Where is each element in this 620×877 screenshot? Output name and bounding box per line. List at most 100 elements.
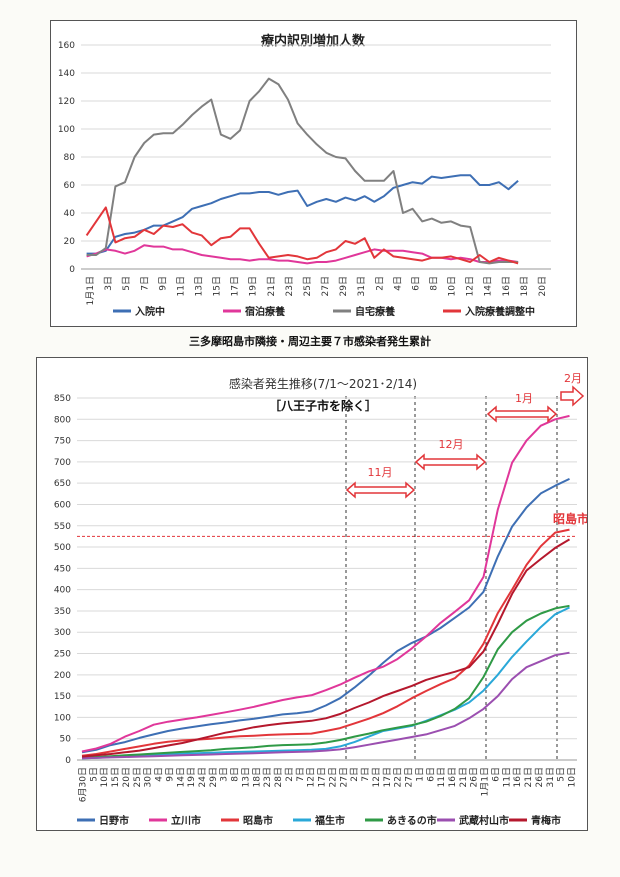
bottom-xtick-label: 6日	[425, 767, 436, 782]
bottom-xtick-label: 17日	[382, 767, 393, 787]
top-xtick-label: 20日	[537, 276, 548, 296]
bottom-legend-label: 日野市	[99, 814, 129, 827]
arrow-nov-shape	[345, 481, 416, 499]
bottom-ytick-label: 0	[65, 756, 71, 766]
bottom-xtick-label: 2日	[284, 767, 295, 782]
bottom-xtick-label: 9日	[164, 767, 175, 782]
month-label-dec: 12月	[439, 438, 464, 451]
bottom-ytick-label: 200	[54, 671, 71, 681]
bottom-ytick-label: 650	[54, 479, 71, 489]
bottom-ytick-label: 300	[54, 628, 71, 638]
bottom-xtick-label: 7日	[295, 767, 306, 782]
top-xtick-label: 15日	[212, 276, 223, 296]
top-ytick-label: 100	[58, 125, 75, 135]
top-ytick-label: 0	[69, 265, 75, 275]
month-label-feb: 2月	[564, 372, 582, 385]
top-ytick-label: 80	[64, 153, 76, 163]
bottom-ytick-label: 750	[54, 437, 71, 447]
top-series-line-4	[85, 206, 519, 265]
bottom-xtick-label: 10日	[567, 767, 578, 787]
top-ytick-label: 40	[64, 209, 76, 219]
arrow-nov	[345, 481, 416, 499]
chart-top: 療内訳別増加人数 0 20 40 60 80 100 120 140 160 1月1日 3日 5日 7日 9…	[58, 33, 551, 318]
caption: 三多摩昭島市隣接・周辺主要７市感染者発生累計	[189, 335, 431, 348]
bottom-ytick-label: 350	[54, 607, 71, 617]
bottom-xtick-label: 21日	[523, 767, 534, 787]
top-legend-label: 宿泊療養	[245, 305, 285, 318]
bottom-xtick-label: 6日	[490, 767, 501, 782]
bottom-xtick-label: 27日	[338, 767, 349, 787]
bottom-legend-label: あきるの市	[387, 814, 437, 827]
bottom-xtick-label: 7日	[360, 767, 371, 782]
bottom-xtick-label: 31日	[545, 767, 556, 787]
month-label-nov: 11月	[368, 466, 393, 479]
bottom-xtick-label: 21日	[458, 767, 469, 787]
bottom-xtick-label: 25日	[132, 767, 143, 787]
bottom-xtick-label: 16日	[447, 767, 458, 787]
top-xtick-label: 6日	[410, 276, 421, 291]
month-label-jan: 1月	[515, 392, 533, 405]
top-ytick-label: 20	[64, 237, 76, 247]
top-ytick-label: 120	[58, 97, 75, 107]
bottom-xtick-label: 8日	[230, 767, 241, 782]
top-xtick-label: 8日	[429, 276, 440, 291]
arrow-feb	[560, 385, 585, 407]
bottom-xtick-label: 18日	[251, 767, 262, 787]
bottom-series-line-6	[81, 651, 570, 760]
bottom-xtick-label: 19日	[186, 767, 197, 787]
bottom-xtick-label: 12日	[306, 767, 317, 787]
top-legend-label: 入院中	[135, 305, 165, 318]
bottom-ytick-label: 250	[54, 650, 71, 660]
bottom-series-line-4	[81, 606, 570, 760]
bottom-xtick-label: 17日	[317, 767, 328, 787]
top-xtick-label: 11日	[175, 276, 186, 296]
bottom-xtick-label: 22日	[327, 767, 338, 787]
arrow-dec	[414, 453, 487, 471]
bottom-xtick-label: 27日	[404, 767, 415, 787]
bottom-xtick-label: 13日	[240, 767, 251, 787]
bottom-ytick-label: 500	[54, 543, 71, 553]
bottom-ytick-label: 700	[54, 458, 71, 468]
top-xtick-label: 25日	[302, 276, 313, 296]
bottom-ytick-label: 50	[60, 735, 72, 745]
top-xtick-label: 18日	[519, 276, 530, 296]
bottom-series-line-5	[81, 604, 570, 759]
bottom-xtick-label: 15日	[110, 767, 121, 787]
top-ytick-label: 140	[58, 69, 75, 79]
chart-bottom-subtitle: ［八王子市を除く］	[269, 398, 377, 413]
top-legend-label: 自宅療養	[355, 305, 395, 318]
bottom-legend-label: 青梅市	[531, 814, 561, 827]
top-xtick-label: 31日	[356, 276, 367, 296]
bottom-series-line-3	[81, 528, 570, 757]
top-xtick-label: 19日	[248, 276, 259, 296]
bottom-xtick-label: 11日	[501, 767, 512, 787]
top-xtick-label: 17日	[230, 276, 241, 296]
top-xtick-label: 27日	[320, 276, 331, 296]
bottom-ytick-label: 150	[54, 692, 71, 702]
top-series-line-1	[86, 174, 519, 255]
bottom-xtick-label: 14日	[175, 767, 186, 787]
bottom-ytick-label: 450	[54, 564, 71, 574]
top-xtick-label: 29日	[338, 276, 349, 296]
top-series-line-3	[86, 77, 519, 265]
bottom-xtick-label: 1月1日	[480, 767, 491, 796]
top-xtick-label: 2日	[374, 276, 385, 291]
top-xtick-label: 7日	[139, 276, 150, 291]
top-xtick-label: 16日	[501, 276, 512, 296]
bottom-ytick-label: 850	[54, 394, 71, 404]
chart-bottom-title: 感染者発生推移(7/1～2021･2/14)	[229, 376, 417, 391]
bottom-xtick-label: 4日	[154, 767, 165, 782]
arrow-jan	[486, 405, 558, 423]
bottom-xtick-label: 2日	[349, 767, 360, 782]
chart-panel-bottom: 感染者発生推移(7/1～2021･2/14) ［八王子市を除く］ 0 50 100 150…	[36, 357, 589, 831]
bottom-xtick-label: 1日	[414, 767, 425, 782]
bottom-xtick-label: 26日	[534, 767, 545, 787]
bottom-ytick-label: 400	[54, 586, 71, 596]
bottom-series-line-1	[81, 477, 570, 754]
bottom-legend-label: 昭島市	[243, 814, 273, 827]
bottom-xtick-label: 26日	[469, 767, 480, 787]
top-xtick-label: 13日	[194, 276, 205, 296]
bottom-legend-label: 立川市	[171, 814, 201, 827]
chart-bottom: 感染者発生推移(7/1～2021･2/14) ［八王子市を除く］ 0 50 100 150…	[54, 372, 589, 827]
top-xtick-label: 12日	[465, 276, 476, 296]
